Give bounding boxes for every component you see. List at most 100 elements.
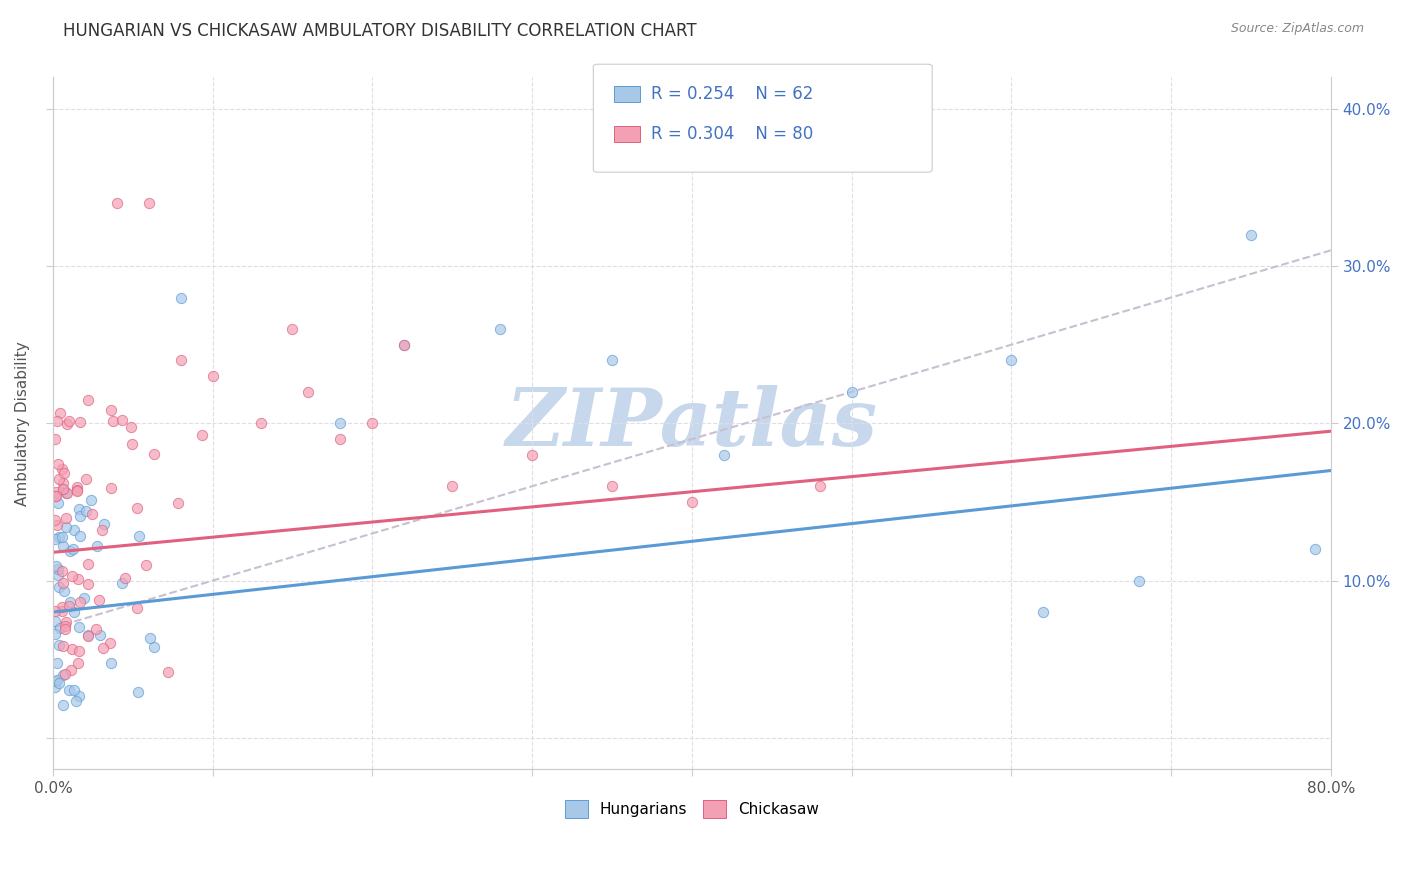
Point: [52, 698, 75, 713]
Point: [489, 322, 512, 336]
Point: [45, 673, 67, 687]
Point: [98, 636, 121, 650]
Point: [1000, 353, 1022, 368]
Point: [52, 668, 75, 682]
Point: [44, 513, 66, 527]
Point: [44, 626, 66, 640]
Point: [138, 196, 160, 211]
Point: [48, 638, 70, 652]
Point: [51, 599, 73, 614]
Point: [59, 543, 82, 558]
Point: [53, 618, 76, 632]
Point: [52, 584, 75, 599]
Point: [44, 673, 66, 688]
Point: [67, 644, 90, 658]
Point: [1240, 227, 1263, 242]
Point: [44, 432, 66, 446]
Point: [135, 558, 157, 573]
Point: [51, 530, 73, 544]
Point: [58, 683, 80, 698]
Point: [53, 623, 76, 637]
Point: [75, 504, 97, 518]
Point: [441, 479, 464, 493]
Point: [45, 489, 67, 503]
Point: [48, 457, 70, 471]
Point: [80, 492, 103, 507]
Point: [51, 462, 73, 476]
Point: [62, 542, 84, 557]
Text: Source: ZipAtlas.com: Source: ZipAtlas.com: [1230, 22, 1364, 36]
Point: [89, 628, 111, 642]
Point: [1032, 605, 1054, 619]
Text: ZIPatlas: ZIPatlas: [506, 384, 877, 462]
Point: [45, 559, 67, 574]
Point: [91, 523, 114, 537]
Point: [77, 629, 100, 643]
Point: [44, 680, 66, 694]
Point: [105, 196, 128, 211]
Point: [128, 529, 150, 543]
Point: [55, 615, 77, 629]
Point: [127, 685, 149, 699]
Text: R = 0.304    N = 80: R = 0.304 N = 80: [651, 125, 813, 143]
Point: [82, 507, 104, 521]
Point: [65, 694, 87, 708]
Point: [111, 413, 134, 427]
Point: [44, 489, 66, 503]
Point: [201, 369, 224, 384]
Point: [841, 384, 863, 399]
Text: HUNGARIAN VS CHICKASAW AMBULATORY DISABILITY CORRELATION CHART: HUNGARIAN VS CHICKASAW AMBULATORY DISABI…: [63, 22, 697, 40]
Point: [56, 417, 79, 431]
Point: [84, 622, 107, 636]
Point: [55, 486, 77, 500]
Point: [114, 571, 136, 585]
Point: [100, 402, 122, 417]
Point: [249, 417, 271, 431]
Point: [67, 620, 90, 634]
Point: [66, 657, 89, 671]
Point: [281, 322, 304, 336]
Point: [1303, 542, 1326, 557]
Point: [681, 495, 703, 509]
Point: [600, 353, 623, 368]
Point: [77, 577, 100, 591]
Point: [100, 657, 122, 671]
Point: [329, 432, 352, 446]
Legend: Hungarians, Chickasaw: Hungarians, Chickasaw: [558, 794, 825, 824]
Point: [77, 628, 100, 642]
Point: [93, 516, 115, 531]
Point: [45, 485, 67, 500]
Point: [394, 337, 416, 351]
Point: [157, 665, 180, 680]
Point: [125, 500, 148, 515]
Point: [361, 417, 384, 431]
Point: [170, 291, 193, 305]
Point: [86, 539, 108, 553]
Point: [60, 663, 83, 677]
Point: [62, 683, 84, 698]
Point: [120, 419, 142, 434]
Point: [66, 480, 89, 494]
Point: [60, 569, 83, 583]
Point: [67, 572, 90, 586]
Point: [52, 639, 75, 653]
Point: [167, 496, 190, 510]
Point: [713, 448, 735, 462]
Point: [329, 417, 352, 431]
Point: [53, 467, 76, 481]
Point: [77, 557, 100, 571]
Point: [58, 599, 80, 613]
Point: [100, 481, 122, 495]
Point: [46, 562, 69, 576]
Point: [55, 666, 77, 681]
Point: [46, 567, 69, 582]
Point: [55, 511, 77, 525]
Text: R = 0.254    N = 62: R = 0.254 N = 62: [651, 85, 813, 103]
Point: [51, 575, 73, 590]
Point: [48, 580, 70, 594]
Point: [139, 631, 162, 645]
Point: [65, 484, 87, 499]
Point: [69, 509, 91, 524]
Point: [62, 641, 84, 656]
Point: [77, 392, 100, 407]
